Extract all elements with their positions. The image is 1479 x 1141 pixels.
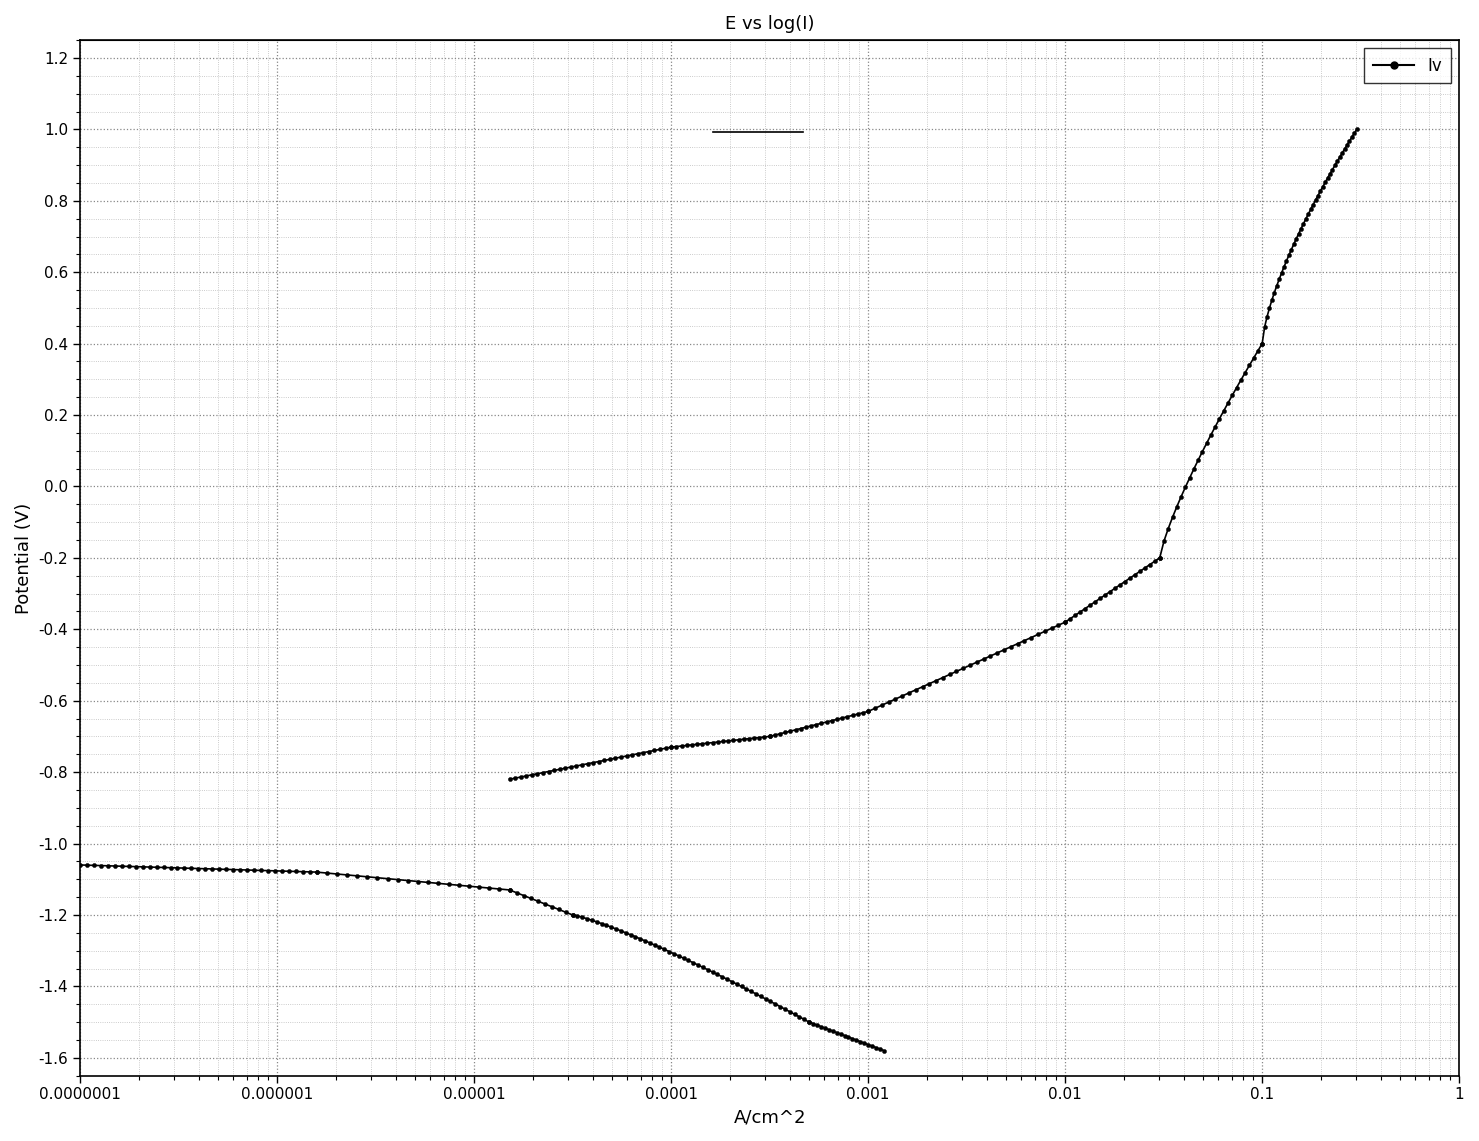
Y-axis label: Potential (V): Potential (V) [15,502,33,614]
X-axis label: A/cm^2: A/cm^2 [734,1108,806,1126]
Legend: Iv: Iv [1365,48,1451,83]
Title: E vs log(I): E vs log(I) [725,15,815,33]
